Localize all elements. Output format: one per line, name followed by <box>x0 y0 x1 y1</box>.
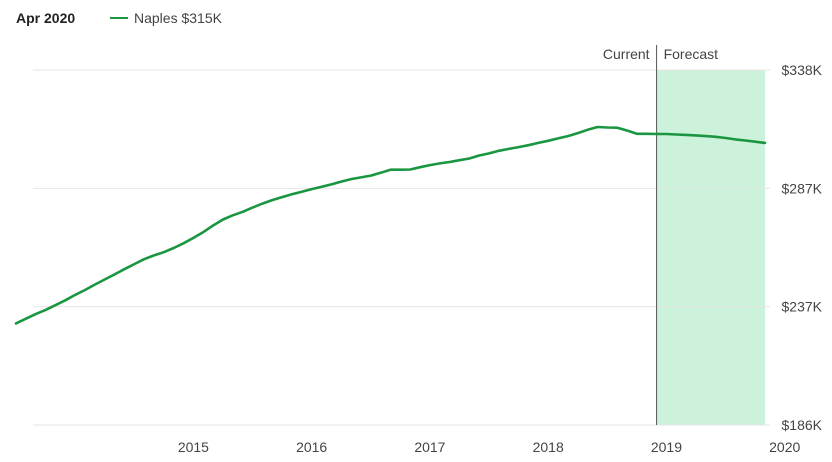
y-tick-label: $287K <box>782 180 823 196</box>
legend: Naples $315K <box>110 10 223 26</box>
y-tick-label: $237K <box>782 299 823 315</box>
x-axis: 2015 2016 2017 2018 2019 2020 <box>178 439 801 455</box>
grid <box>33 69 770 426</box>
forecast-region <box>656 70 765 425</box>
legend-label: Naples $315K <box>134 10 223 26</box>
x-tick-label: 2019 <box>651 439 682 455</box>
forecast-label: Forecast <box>664 46 719 62</box>
x-tick-label: 2020 <box>769 439 800 455</box>
x-tick-label: 2016 <box>296 439 327 455</box>
y-tick-label: $186K <box>782 417 823 433</box>
x-tick-label: 2017 <box>414 439 445 455</box>
x-tick-label: 2015 <box>178 439 209 455</box>
y-tick-label: $338K <box>782 62 823 78</box>
current-label: Current <box>603 46 650 62</box>
selected-date: Apr 2020 <box>16 10 75 26</box>
x-tick-label: 2018 <box>533 439 564 455</box>
y-axis: $186K $237K $287K $338K <box>782 62 823 433</box>
series-line-naples[interactable] <box>14 125 767 325</box>
